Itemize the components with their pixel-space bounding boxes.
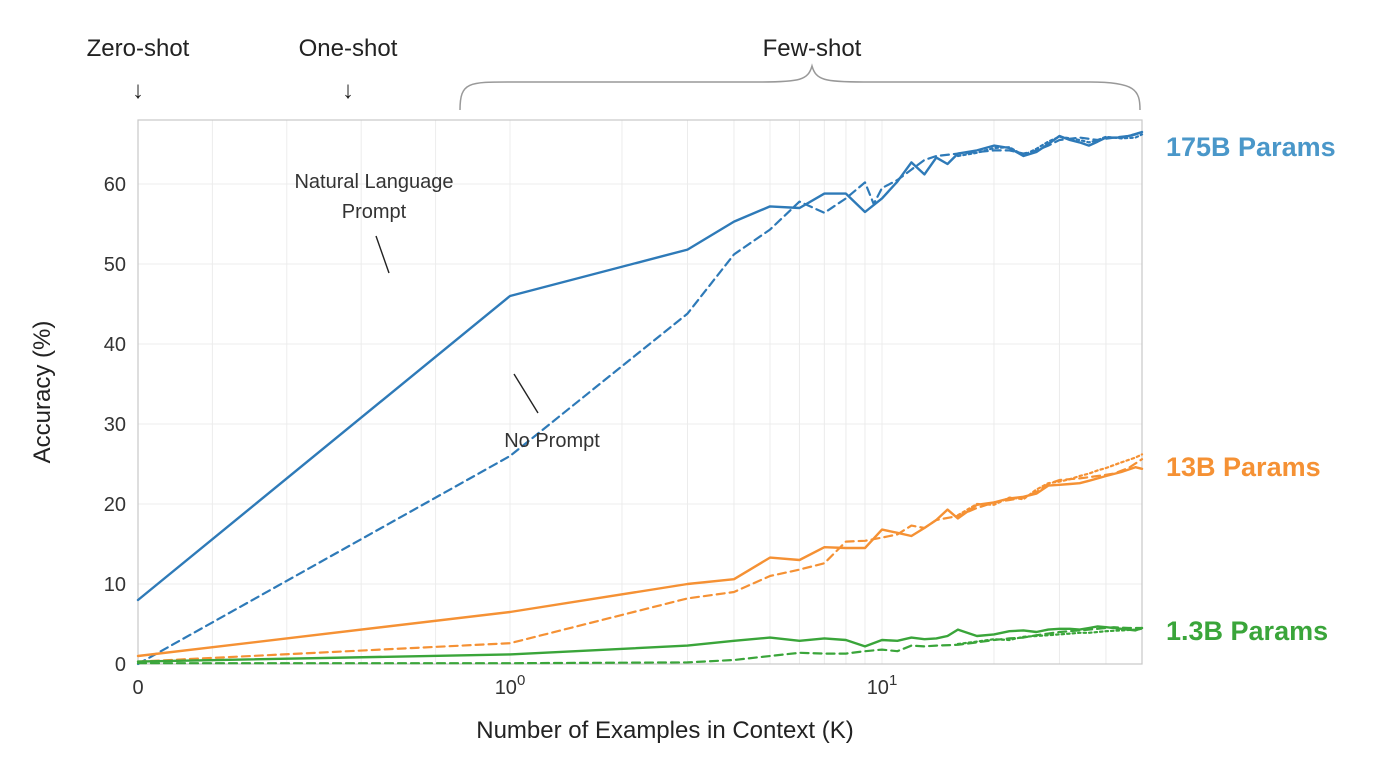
series-line-175b-dotted bbox=[956, 133, 1144, 158]
one-shot-label: One-shot bbox=[299, 35, 398, 62]
y-tick-label: 40 bbox=[104, 334, 126, 356]
series-line-175b-solid bbox=[136, 130, 1144, 602]
x-tick-label: 0 bbox=[132, 677, 143, 699]
plot-frame bbox=[137, 119, 1143, 665]
series-layer bbox=[136, 130, 1144, 666]
one-shot-arrow: ↓ bbox=[342, 77, 354, 104]
series-line-175b-dashed bbox=[136, 130, 1144, 666]
y-tick-label: 0 bbox=[115, 654, 126, 676]
natural-language-prompt-label-line2: Prompt bbox=[342, 201, 407, 223]
zero-shot-arrow: ↓ bbox=[132, 77, 144, 104]
series-label-175b: 175B Params bbox=[1166, 132, 1336, 162]
zero-shot-label: Zero-shot bbox=[87, 35, 190, 62]
y-tick-label: 50 bbox=[104, 254, 126, 276]
y-tick-label: 20 bbox=[104, 494, 126, 516]
no-prompt-label: No Prompt bbox=[504, 430, 600, 452]
few-shot-brace bbox=[459, 63, 1141, 111]
series-line-13b-dashed bbox=[136, 458, 1144, 663]
series-line-13b-dotted bbox=[956, 453, 1144, 517]
natural-language-prompt-label-line1: Natural Language bbox=[294, 171, 453, 193]
series-line-1-3b-solid bbox=[136, 625, 1144, 663]
series-label-1-3b: 1.3B Params bbox=[1166, 616, 1328, 646]
series-line-1-3b-dotted bbox=[956, 627, 1144, 646]
tick-layer: 0 10 20 30 40 50 60 0 100 101 bbox=[104, 174, 898, 699]
no-prompt-pointer bbox=[513, 373, 539, 414]
y-tick-label: 30 bbox=[104, 414, 126, 436]
natural-language-prompt-pointer bbox=[375, 235, 390, 274]
grid-layer bbox=[137, 120, 1142, 665]
y-tick-label: 10 bbox=[104, 574, 126, 596]
few-shot-label: Few-shot bbox=[763, 35, 862, 62]
series-label-13b: 13B Params bbox=[1166, 452, 1321, 482]
series-line-1-3b-dashed bbox=[136, 626, 1144, 665]
y-tick-label: 60 bbox=[104, 174, 126, 196]
y-axis-title: Accuracy (%) bbox=[29, 321, 56, 464]
x-axis-title: Number of Examples in Context (K) bbox=[476, 717, 853, 744]
series-line-13b-solid bbox=[136, 466, 1144, 658]
x-tick-label: 100 bbox=[495, 672, 526, 699]
x-tick-label: 101 bbox=[867, 672, 898, 699]
